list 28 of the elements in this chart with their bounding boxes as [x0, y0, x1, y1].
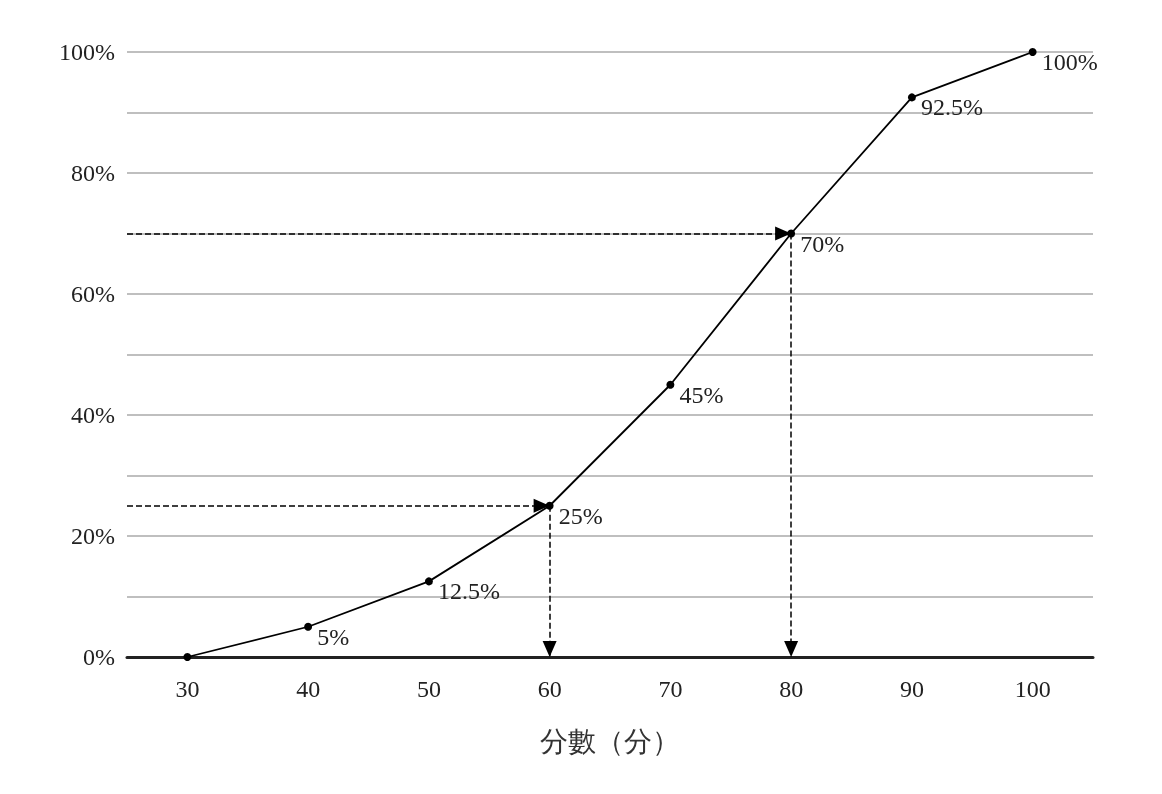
data-label: 12.5%: [437, 578, 500, 605]
data-label: 5%: [317, 623, 350, 650]
x-tick-label: 70: [658, 676, 683, 702]
x-tick-label: 80: [779, 676, 804, 702]
y-tick-label: 80%: [71, 160, 115, 186]
x-axis-title: 分數（分）: [540, 725, 680, 757]
data-label: 100%: [1041, 49, 1098, 75]
y-tick-label: 40%: [71, 402, 115, 428]
x-tick-label: 60: [537, 676, 562, 702]
x-tick-label: 40: [296, 676, 321, 702]
point: [183, 653, 192, 661]
data-label: 25%: [558, 502, 603, 529]
x-tick-label: 50: [416, 676, 441, 702]
point: [424, 577, 433, 586]
x-tick-label: 30: [175, 676, 200, 702]
data-label: 45%: [679, 381, 724, 408]
point: [907, 93, 916, 102]
point: [1028, 48, 1037, 56]
x-tick-label: 90: [899, 676, 924, 702]
y-tick-label: 0%: [83, 644, 115, 670]
data-label: 92.5%: [920, 94, 983, 121]
point: [304, 622, 313, 631]
x-tick-label: 100: [1014, 676, 1051, 702]
data-label: 70%: [800, 230, 845, 257]
y-tick-label: 100%: [59, 39, 115, 65]
point: [666, 380, 675, 389]
y-tick-label: 60%: [71, 281, 115, 307]
y-tick-label: 20%: [71, 523, 115, 549]
